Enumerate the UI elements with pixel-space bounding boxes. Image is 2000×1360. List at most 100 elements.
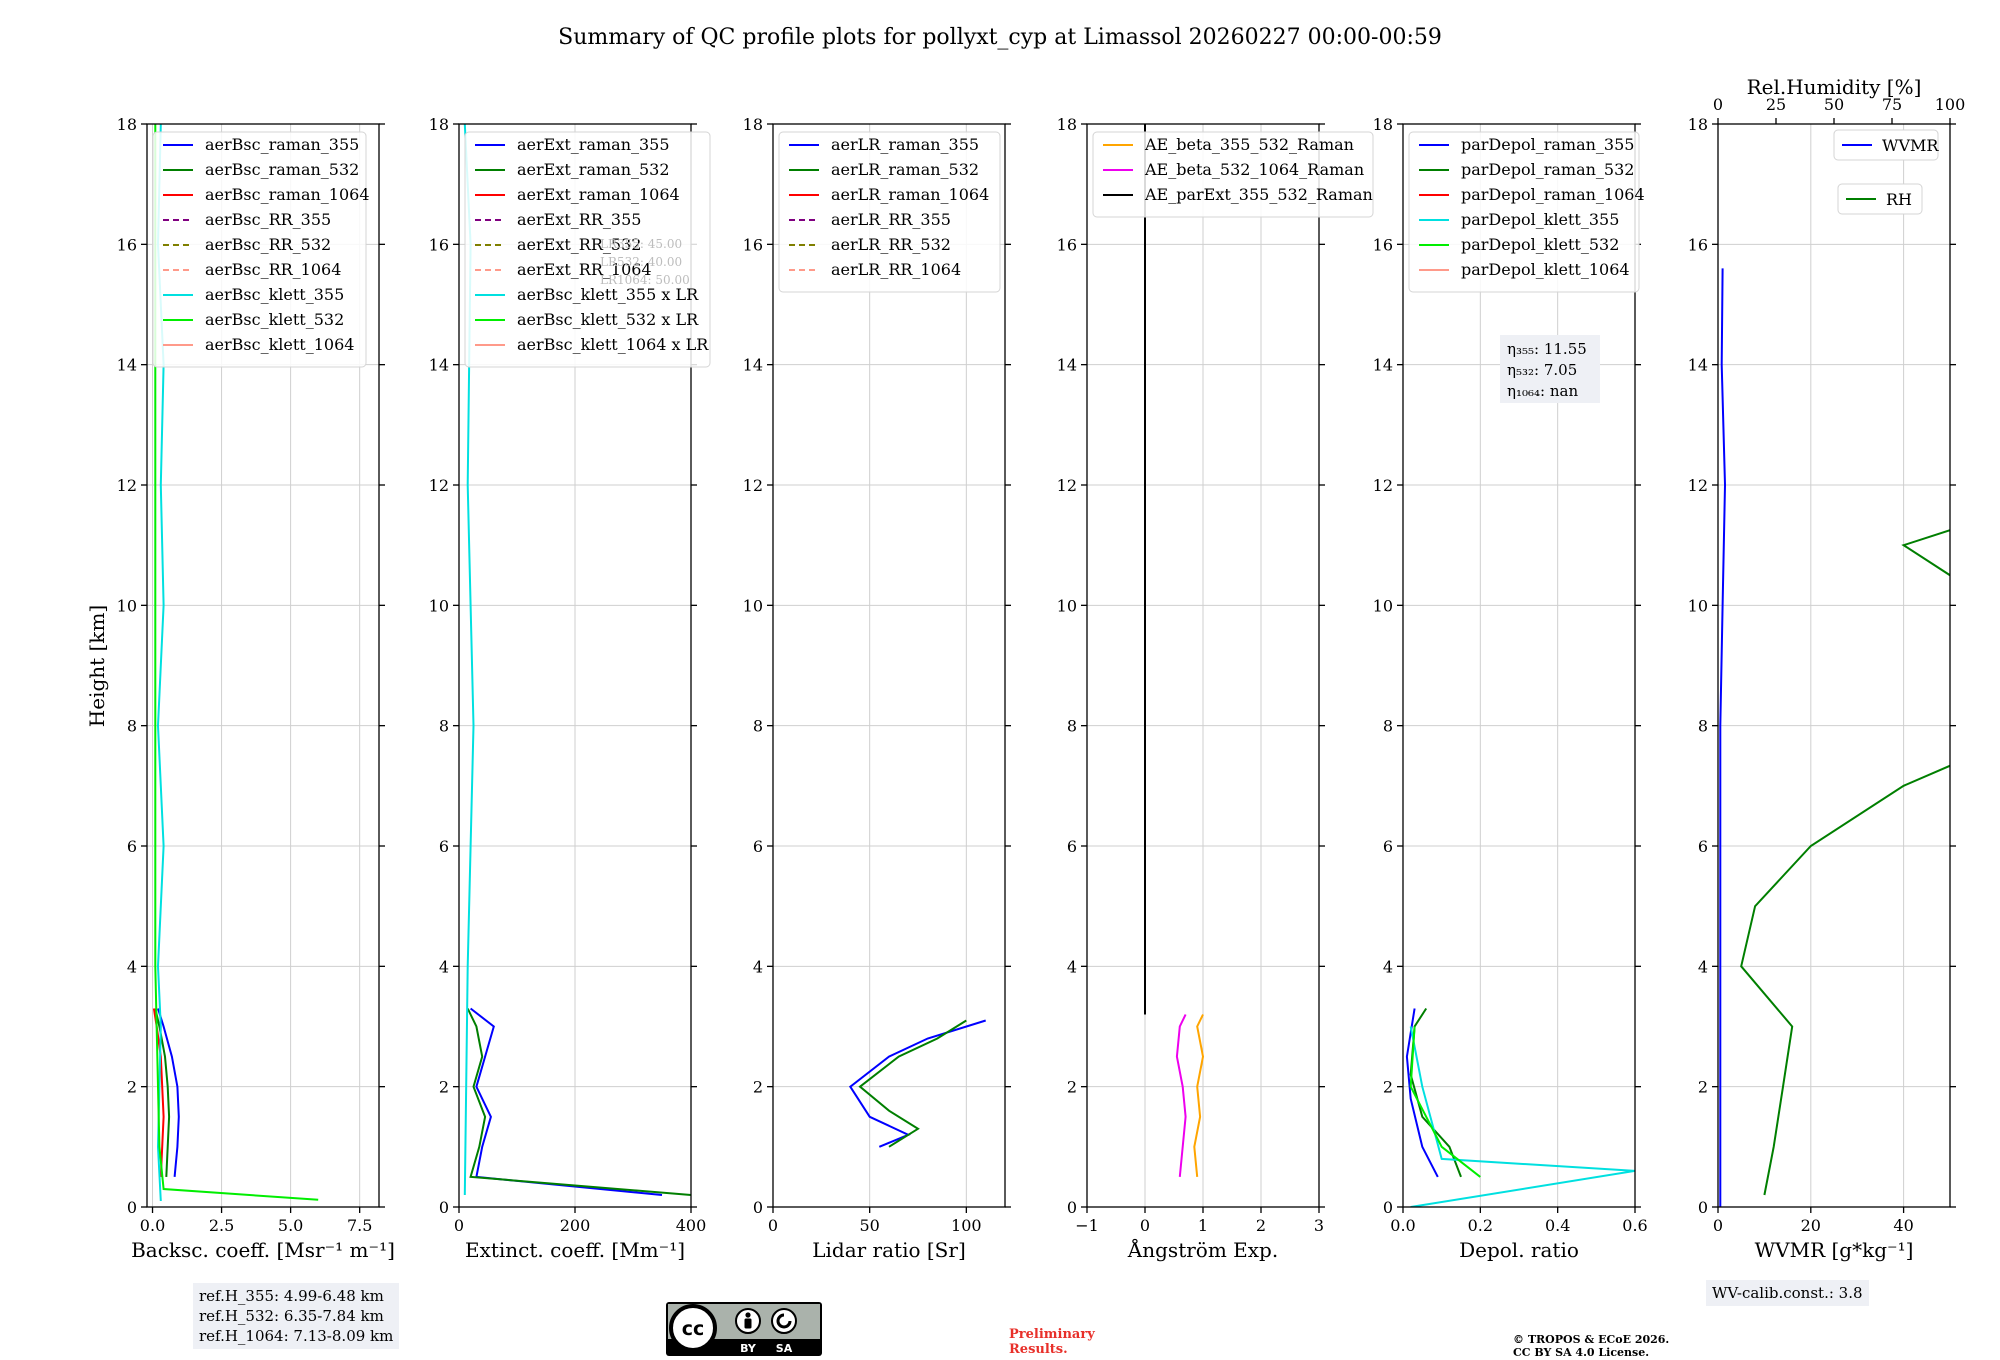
y-tick-label: 10 — [1688, 596, 1708, 615]
top-x-tick-label: 25 — [1766, 95, 1786, 114]
top-x-tick-label: 0 — [1713, 95, 1723, 114]
legend-entry: aerBsc_raman_532 — [205, 160, 359, 179]
x-tick-label: 40 — [1893, 1216, 1913, 1235]
legend-entry: aerBsc_raman_1064 — [205, 185, 370, 204]
x-axis-label: WVMR [g*kg⁻¹] — [1755, 1238, 1914, 1262]
series-parDepol_raman_532 — [1409, 1007, 1462, 1178]
legend: aerExt_raman_355 aerExt_raman_532 aerExt_r… — [464, 131, 711, 368]
x-tick-label: 3 — [1314, 1216, 1324, 1235]
y-tick-label: 4 — [1383, 957, 1393, 976]
y-tick-label: 12 — [743, 476, 763, 495]
y-tick-label: 8 — [439, 717, 449, 736]
legend: aerLR_raman_355 aerLR_raman_532 aerLR_rama… — [778, 131, 1001, 293]
legend-entry: parDepol_klett_1064 — [1461, 260, 1630, 279]
y-axis-label: Height [km] — [85, 605, 109, 727]
legend-entry: aerBsc_raman_355 — [205, 135, 359, 154]
legend-entry: parDepol_raman_532 — [1461, 160, 1634, 179]
x-tick-label: 50 — [859, 1216, 879, 1235]
ref-height-1064: ref.H_1064: 7.13-8.09 km — [199, 1327, 394, 1345]
x-tick-label: 0.4 — [1545, 1216, 1570, 1235]
y-tick-label: 2 — [439, 1078, 449, 1097]
copyright-line-2: CC BY SA 4.0 License. — [1513, 1346, 1650, 1359]
x-tick-label: 0 — [454, 1216, 464, 1235]
panel-6: 0 2 4 6 8 10 12 14 16 18 0 20 40 WVMR [g*kg⁻¹] 0 25 50 75… — [1688, 75, 1966, 1262]
legend-entry: aerExt_RR_355 — [517, 210, 641, 229]
x-tick-label: 0 — [1140, 1216, 1150, 1235]
legend-box — [1408, 131, 1640, 293]
legend: parDepol_raman_355 parDepol_raman_532 parD… — [1408, 131, 1645, 293]
panel-1: 0 2 4 6 8 10 12 14 16 18 0.0 2.5 5.0 7.5 Backsc. coeff… — [117, 115, 395, 1262]
legend-entry: aerExt_RR_532 — [517, 235, 641, 254]
y-tick-label: 10 — [1057, 596, 1077, 615]
wv-calibration-box: WV-calib.const.: 3.8 — [1706, 1280, 1869, 1306]
x-axis-label: Extinct. coeff. [Mm⁻¹] — [465, 1238, 685, 1262]
eta-box-bg — [1500, 335, 1600, 403]
y-tick-label: 8 — [1067, 717, 1077, 736]
axes-frame — [146, 123, 380, 1208]
preliminary-line-1: Preliminary — [1009, 1327, 1095, 1342]
legend-entry: aerLR_RR_355 — [831, 210, 951, 229]
ref-height-355: ref.H_355: 4.99-6.48 km — [199, 1287, 384, 1305]
y-tick-label: 10 — [117, 596, 137, 615]
series-aerBsc_klett_532 — [154, 124, 319, 1201]
top-axis-label: Rel.Humidity [%] — [1747, 75, 1922, 99]
y-tick-label: 8 — [753, 717, 763, 736]
legend-entry: aerBsc_RR_1064 — [205, 260, 341, 279]
y-tick-label: 10 — [743, 596, 763, 615]
sa-text: SA — [776, 1342, 793, 1355]
lr-label: LR532: 40.00 — [600, 255, 682, 269]
y-tick-label: 0 — [1698, 1198, 1708, 1217]
legend-entry: RH — [1886, 190, 1912, 209]
y-tick-label: 12 — [1057, 476, 1077, 495]
x-tick-label: 1 — [1198, 1216, 1208, 1235]
x-tick-label: 2 — [1256, 1216, 1266, 1235]
series-AE_beta_532_1064_Raman — [1175, 1014, 1187, 1177]
y-tick-label: 18 — [1373, 115, 1393, 134]
y-tick-label: 16 — [117, 235, 137, 254]
series-WVMR — [1719, 268, 1727, 1207]
y-tick-label: 2 — [1383, 1078, 1393, 1097]
data-layer — [1405, 1007, 1635, 1207]
x-tick-label: 0.2 — [1468, 1216, 1493, 1235]
y-tick-label: 0 — [439, 1198, 449, 1217]
series-aerBsc_raman_355 — [157, 1008, 180, 1177]
reference-heights-box: ref.H_355: 4.99-6.48 km ref.H_532: 6.35-… — [193, 1283, 400, 1349]
y-tick-label: 4 — [127, 957, 137, 976]
cc-text: cc — [682, 1318, 705, 1340]
y-tick-label: 0 — [1383, 1198, 1393, 1217]
y-tick-label: 4 — [1067, 957, 1077, 976]
series-AE_beta_355_532_Raman — [1193, 1014, 1205, 1177]
y-tick-label: 18 — [117, 115, 137, 134]
y-tick-label: 16 — [429, 235, 449, 254]
legend-entry: aerExt_raman_532 — [517, 160, 670, 179]
lr-label: LR1064: 50.00 — [600, 273, 690, 287]
legend-entry: aerBsc_klett_532 — [205, 310, 344, 329]
series-aerExt_raman_355 — [469, 1007, 663, 1196]
legend-entry: aerBsc_klett_355 x LR — [517, 285, 699, 304]
copyright-note: © TROPOS & ECoE 2026. CC BY SA 4.0 Licen… — [1513, 1333, 1669, 1359]
x-tick-label: 0 — [768, 1216, 778, 1235]
legend-entry: AE_beta_355_532_Raman — [1144, 135, 1354, 154]
x-tick-label: 400 — [676, 1216, 707, 1235]
x-tick-label: −1 — [1075, 1216, 1099, 1235]
figure-title: Summary of QC profile plots for pollyxt_… — [558, 25, 1442, 50]
sa-share-alike-icon — [771, 1308, 797, 1334]
x-tick-label: 100 — [951, 1216, 982, 1235]
y-tick-label: 0 — [1067, 1198, 1077, 1217]
x-axis-label: Lidar ratio [Sr] — [812, 1238, 966, 1262]
series-parDepol_klett_355 — [1409, 1026, 1635, 1207]
eta-label: η₁₀₆₄: nan — [1507, 382, 1578, 400]
series-aerLR_raman_532 — [858, 1019, 967, 1148]
panel-5: 0 2 4 6 8 10 12 14 16 18 0.0 0.2 0.4 0.6 Depol. ratio p… — [1373, 115, 1648, 1262]
axes-frame — [1402, 123, 1636, 1208]
y-tick-label: 8 — [1383, 717, 1393, 736]
legend-entry: aerExt_raman_355 — [517, 135, 670, 154]
legend-box — [152, 131, 367, 368]
y-tick-label: 14 — [1057, 356, 1077, 375]
y-tick-label: 10 — [1373, 596, 1393, 615]
y-tick-label: 14 — [117, 356, 137, 375]
y-tick-label: 16 — [1373, 235, 1393, 254]
legend-entry: aerExt_RR_1064 — [517, 260, 652, 279]
top-x-tick-label: 50 — [1824, 95, 1844, 114]
